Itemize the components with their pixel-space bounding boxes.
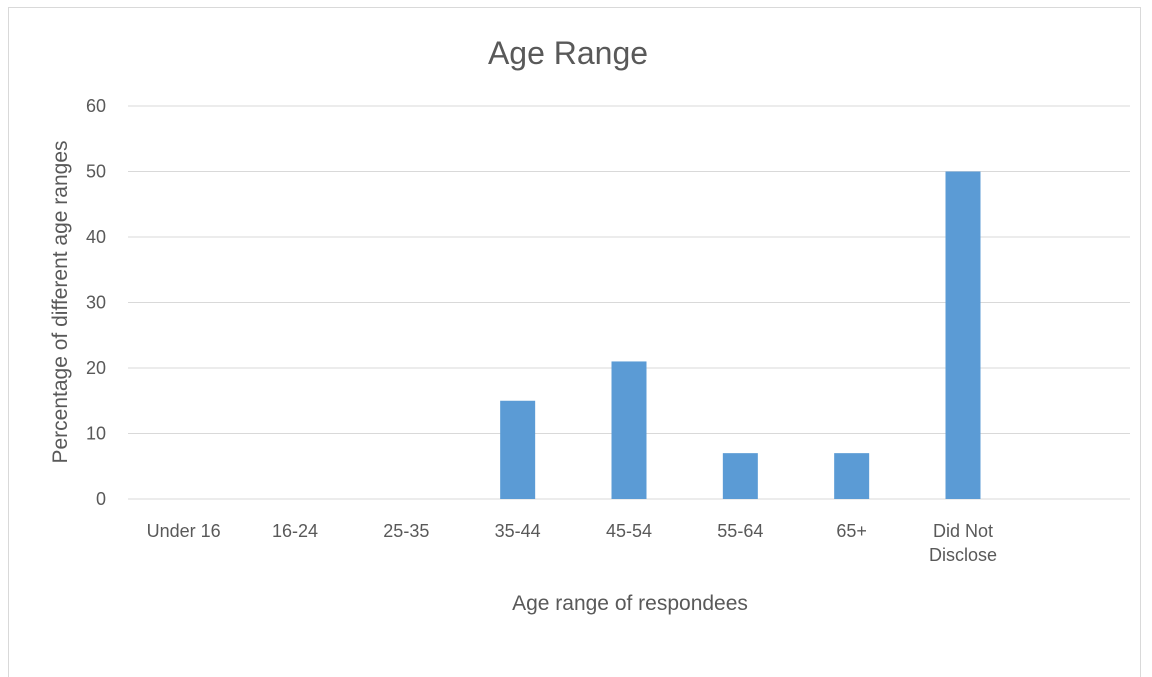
bar (500, 400, 536, 499)
x-tick-label: 25-35 (383, 521, 429, 541)
chart-title: Age Range (488, 35, 648, 71)
y-tick-label: 30 (86, 293, 106, 313)
y-tick-label: 20 (86, 358, 106, 378)
y-tick-label: 0 (96, 489, 106, 509)
x-axis-title: Age range of respondees (512, 592, 748, 615)
y-tick-label: 50 (86, 162, 106, 182)
bar (611, 361, 647, 499)
x-tick-label: 45-54 (606, 521, 652, 541)
x-tick-label: 55-64 (717, 521, 763, 541)
x-tick-label: 65+ (836, 521, 867, 541)
x-tick-label: Did Not Disclose (929, 521, 997, 565)
bar (834, 453, 870, 499)
bars (500, 171, 981, 499)
y-axis-ticks: 0 10 20 30 40 50 60 (86, 96, 106, 509)
y-tick-label: 40 (86, 227, 106, 247)
bar (722, 453, 758, 499)
y-tick-label: 60 (86, 96, 106, 116)
y-axis-title: Percentage of different age ranges (49, 140, 72, 463)
bar (945, 171, 981, 499)
x-tick-label: Under 16 (147, 521, 221, 541)
x-tick-label: 35-44 (495, 521, 541, 541)
x-axis-ticks: Under 16 16-24 25-35 35-44 45-54 55-64 65+ Did … (147, 521, 997, 565)
x-tick-label: 16-24 (272, 521, 318, 541)
y-tick-label: 10 (86, 424, 106, 444)
